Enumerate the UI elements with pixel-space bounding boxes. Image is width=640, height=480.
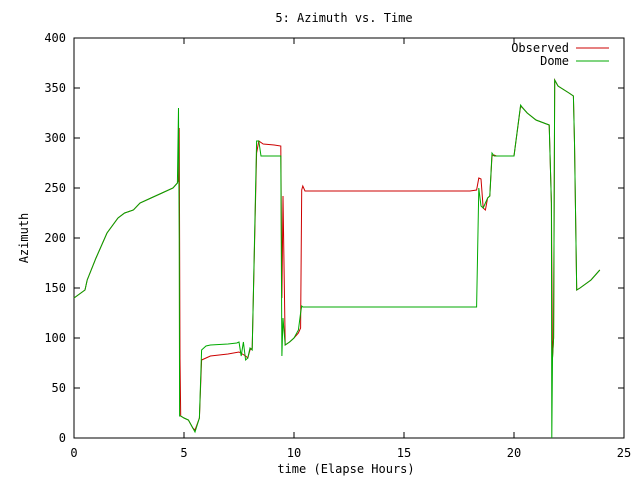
- series-line-observed: [73, 78, 601, 431]
- series-layer: [73, 78, 601, 439]
- y-axis-ticks: 0 50 100 150 200 250 300 350 400: [44, 31, 624, 445]
- y-tick-label: 300: [44, 131, 66, 145]
- y-tick-label: 100: [44, 331, 66, 345]
- x-tick-label: 5: [180, 446, 187, 460]
- chart-title: 5: Azimuth vs. Time: [275, 11, 412, 25]
- y-tick-label: 150: [44, 281, 66, 295]
- x-tick-label: 15: [397, 446, 411, 460]
- x-tick-label: 20: [507, 446, 521, 460]
- x-axis-label: time (Elapse Hours): [277, 462, 414, 476]
- x-axis-ticks: 0 5 10 15 20 25: [70, 38, 631, 460]
- y-tick-label: 400: [44, 31, 66, 45]
- x-tick-label: 10: [287, 446, 301, 460]
- y-tick-label: 50: [52, 381, 66, 395]
- y-tick-label: 250: [44, 181, 66, 195]
- x-tick-label: 25: [617, 446, 631, 460]
- series-line-dome: [73, 78, 601, 439]
- legend-label-observed: Observed: [511, 41, 569, 55]
- y-tick-label: 0: [59, 431, 66, 445]
- x-tick-label: 0: [70, 446, 77, 460]
- y-axis-label: Azimuth: [17, 213, 31, 264]
- y-tick-label: 350: [44, 81, 66, 95]
- y-tick-label: 200: [44, 231, 66, 245]
- legend-label-dome: Dome: [540, 54, 569, 68]
- plot-frame: [73, 37, 625, 439]
